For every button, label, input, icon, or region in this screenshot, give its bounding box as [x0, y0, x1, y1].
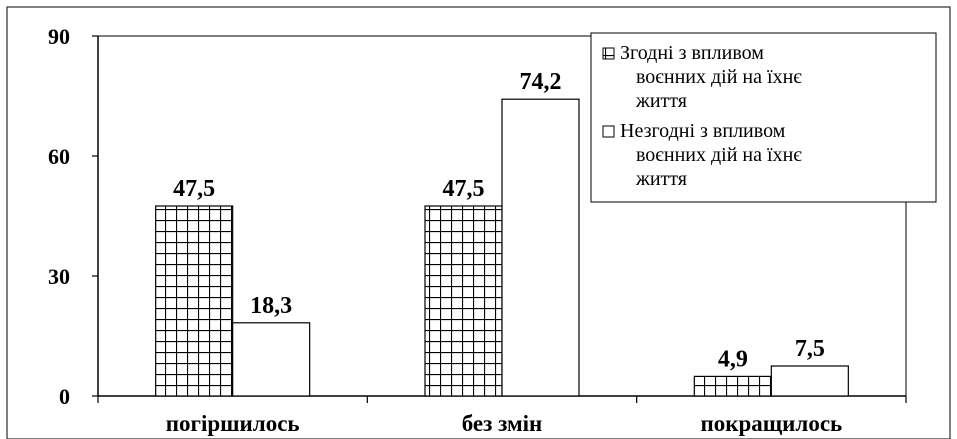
y-tick-label: 0 [59, 384, 70, 409]
legend-box [590, 32, 937, 203]
x-axis-ticks [97, 396, 907, 403]
bar-disagree [770, 365, 849, 397]
y-axis-ticks: 0 30 60 90 [48, 24, 98, 409]
category-label: без змін [462, 411, 543, 436]
legend-agree-line2: воєнних дій на їхнє [636, 66, 802, 88]
legend-disagree-line3: життя [635, 168, 687, 190]
category-label: покращилось [700, 411, 842, 436]
data-label: 74,2 [520, 69, 562, 95]
y-tick-label: 30 [48, 264, 70, 289]
data-label: 47,5 [173, 176, 215, 202]
legend-swatch-disagree [602, 125, 615, 138]
category-label: погіршилось [166, 411, 300, 436]
data-labels-group: 47,5 18,3 47,5 74,2 4,9 7,5 [173, 69, 825, 372]
bar-agree [155, 205, 234, 397]
bar-agree [693, 375, 772, 397]
data-label: 4,9 [718, 346, 748, 372]
legend-agree-line3: життя [635, 90, 687, 112]
legend-swatch-agree [602, 47, 615, 60]
y-tick-label: 90 [48, 24, 70, 49]
data-label: 7,5 [795, 336, 825, 362]
y-tick-label: 60 [48, 144, 70, 169]
category-labels-group: погіршилось без змін покращилось [166, 411, 842, 436]
legend-disagree-line1: Незгодні з впливом [620, 120, 786, 142]
bar-disagree [232, 322, 311, 397]
bar-agree [424, 205, 503, 397]
data-label: 18,3 [250, 293, 292, 319]
chart-frame [6, 6, 951, 439]
legend-agree-line1: Згодні з впливом [620, 42, 764, 64]
bars-group [155, 98, 849, 397]
data-label: 47,5 [443, 176, 485, 202]
bar-disagree [501, 98, 580, 397]
legend-disagree-line2: воєнних дій на їхнє [636, 144, 802, 166]
legend: Згодні з впливом воєнних дій на їхнє жит… [590, 32, 937, 203]
